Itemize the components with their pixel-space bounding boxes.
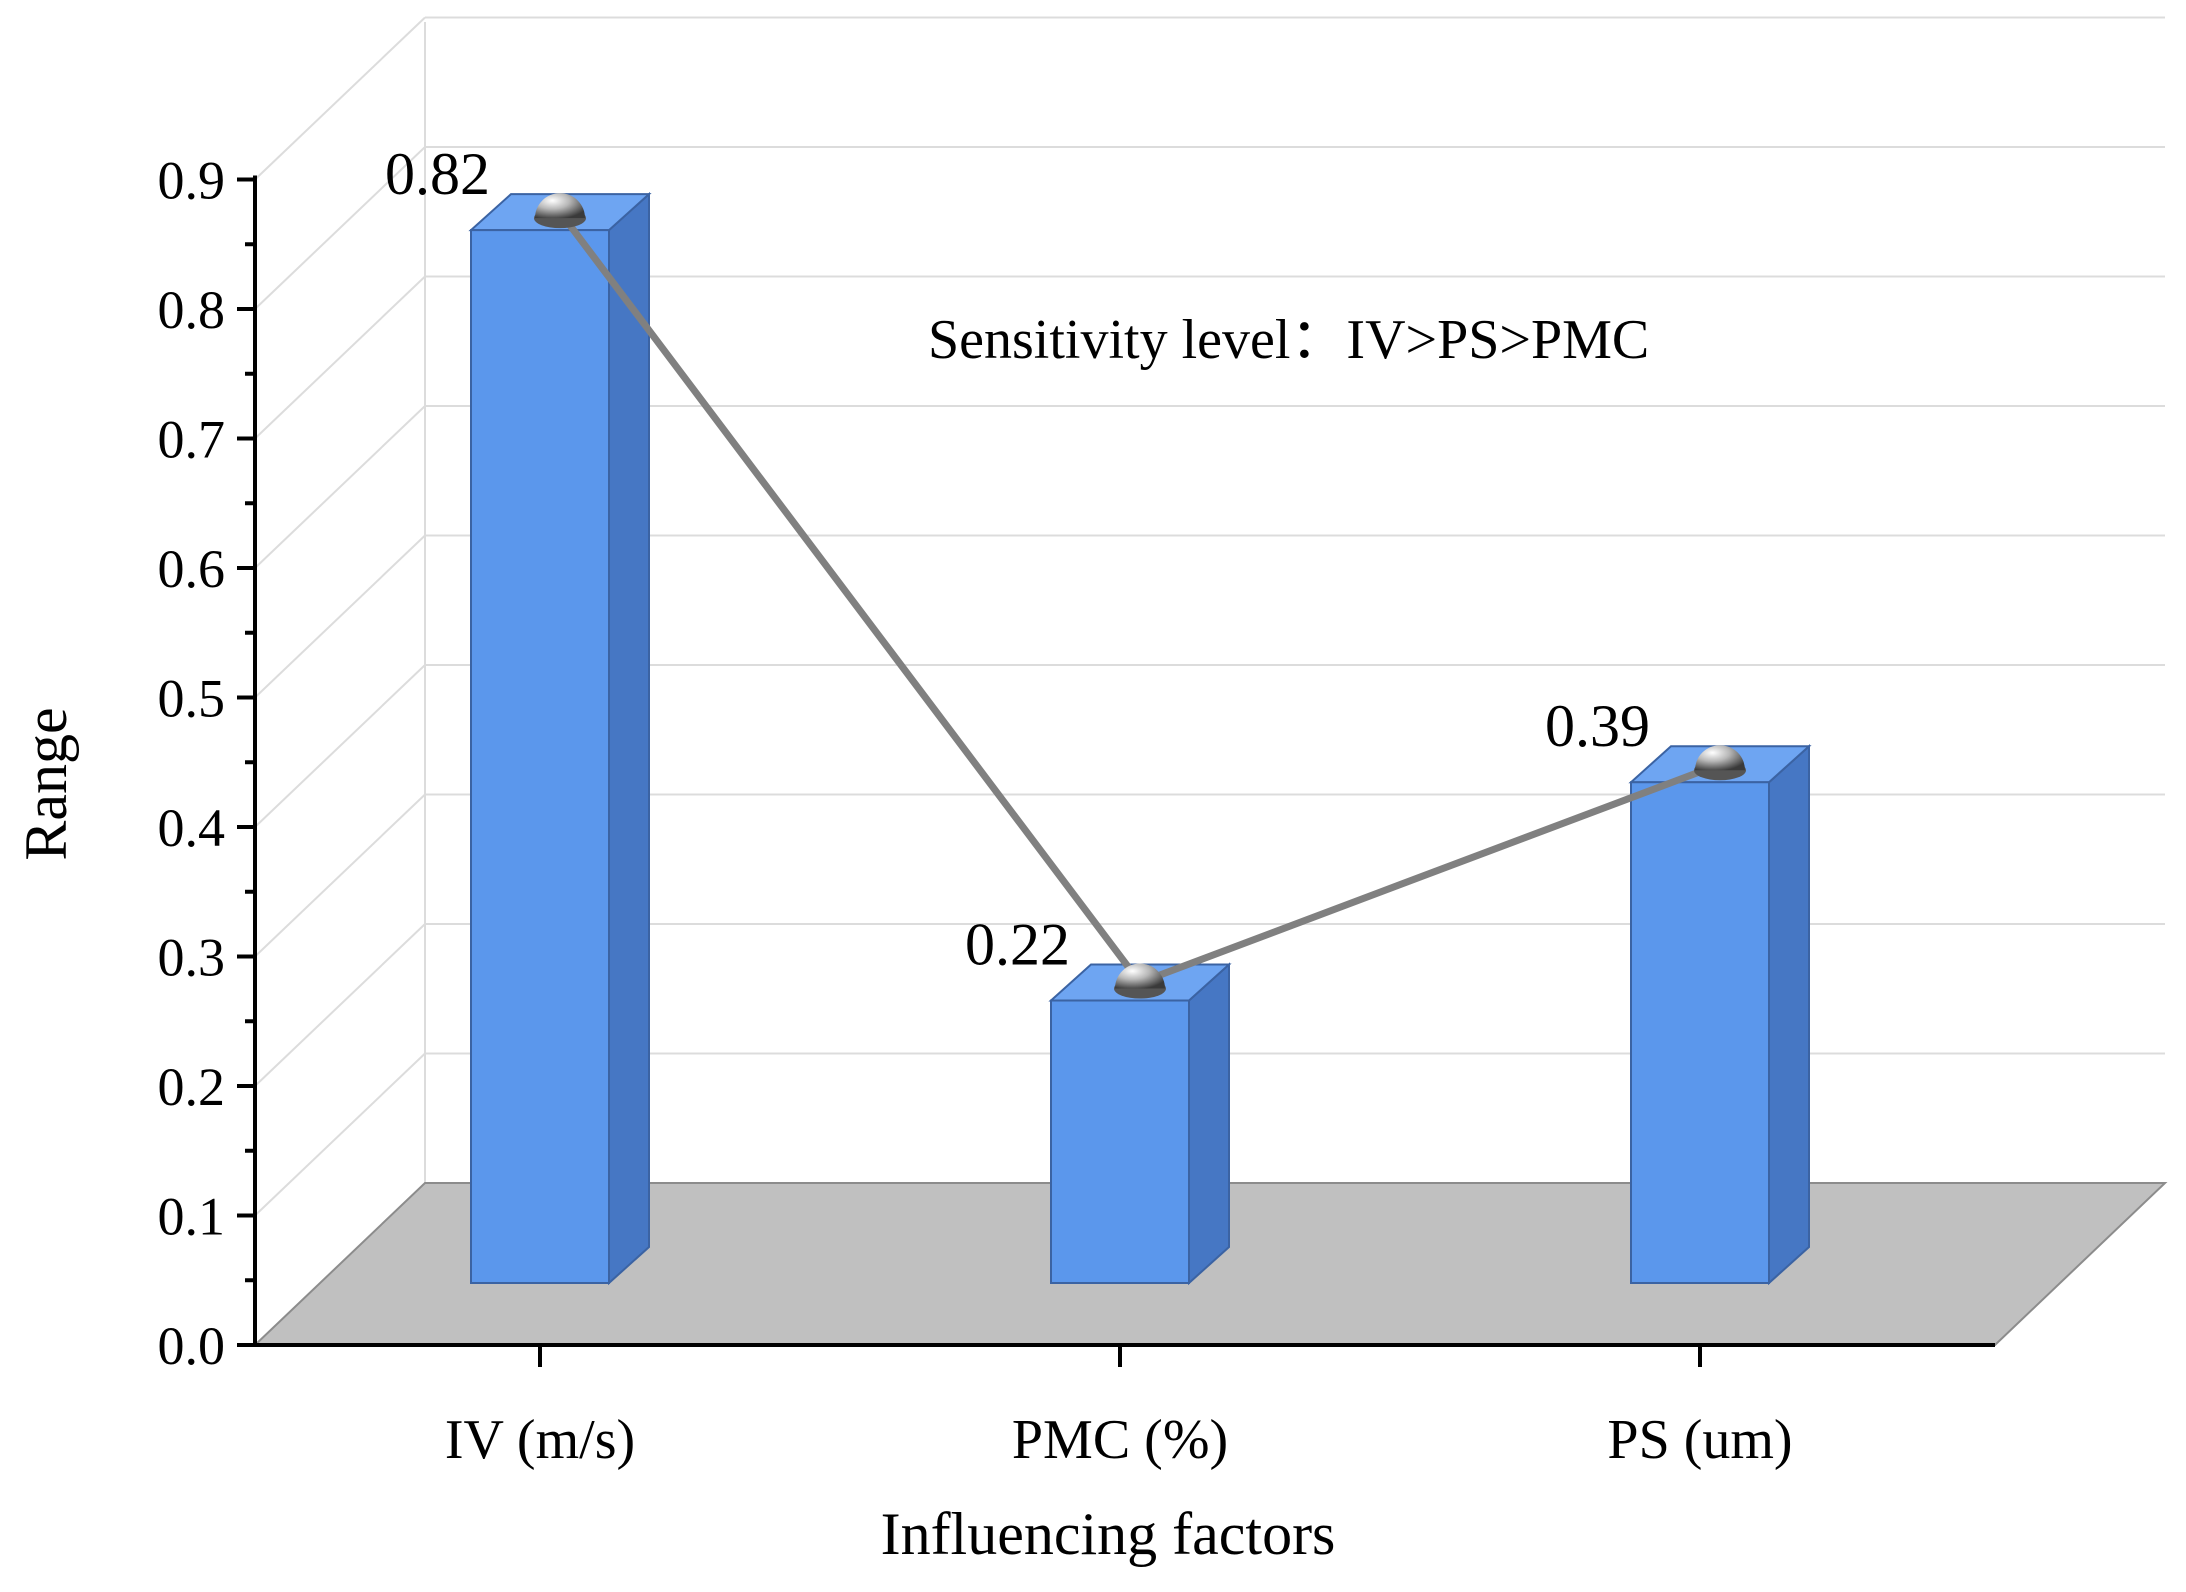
side-wall-line — [254, 405, 426, 569]
chart-annotation: Sensitivity level：IV>PS>PMC — [928, 309, 1649, 371]
y-tick-label: 0.0 — [158, 1316, 226, 1376]
bar — [1630, 781, 1770, 1284]
bar — [1050, 999, 1190, 1285]
side-wall-line — [254, 793, 426, 958]
side-wall-line — [254, 1052, 426, 1217]
marker — [535, 193, 585, 219]
y-tick-label: 0.3 — [158, 928, 226, 988]
y-tick-label: 0.7 — [158, 410, 226, 470]
y-tick-label: 0.4 — [158, 798, 226, 858]
bar-side — [1188, 962, 1230, 1286]
side-wall-line — [254, 534, 426, 699]
chart-axes: 0.0 0.1 0.2 0.3 0.4 0.5 0.6 0.7 0.8 0.9 IV (m/s) PM… — [158, 151, 1995, 1471]
y-tick-label: 0.8 — [158, 280, 226, 340]
y-tick-label: 0.5 — [158, 669, 226, 729]
side-wall-line — [254, 275, 426, 440]
y-tick-label: 0.1 — [158, 1187, 226, 1247]
y-tick-label: 0.6 — [158, 539, 226, 599]
data-label: 0.39 — [1545, 693, 1650, 759]
y-tick-label: 0.9 — [158, 151, 226, 211]
side-wall-line — [254, 923, 426, 1087]
bar-side — [1768, 743, 1810, 1286]
x-tick-label: PMC (%) — [1012, 1409, 1228, 1471]
side-wall-line — [254, 146, 426, 310]
side-wall-line — [254, 664, 426, 828]
side-wall-line — [254, 16, 426, 181]
marker — [1115, 963, 1165, 989]
data-label: 0.82 — [385, 141, 490, 207]
y-tick-label: 0.2 — [158, 1057, 226, 1117]
x-tick-label: IV (m/s) — [445, 1409, 635, 1471]
bar — [470, 229, 610, 1284]
x-axis-label: Influencing factors — [881, 1501, 1336, 1567]
data-label: 0.22 — [965, 912, 1070, 978]
chart-bars — [468, 191, 1812, 1286]
bar-side — [608, 191, 650, 1286]
chart-line: 0.82 0.22 0.39 — [385, 141, 1746, 999]
chart-background — [254, 16, 2165, 1217]
y-axis-label: Range — [13, 707, 79, 860]
x-tick-label: PS (um) — [1607, 1409, 1792, 1471]
marker — [1695, 745, 1745, 771]
